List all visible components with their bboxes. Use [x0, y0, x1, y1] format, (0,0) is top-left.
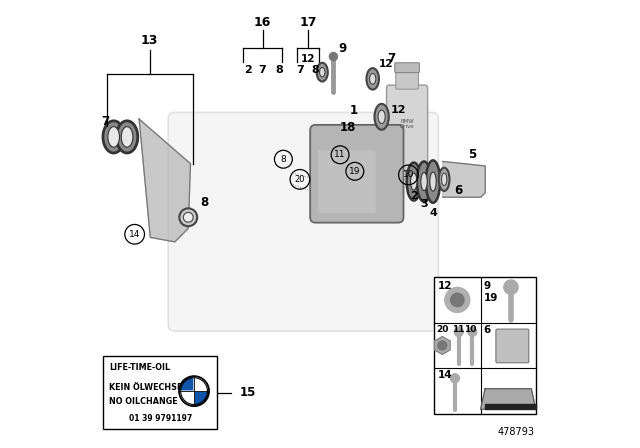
- Ellipse shape: [417, 161, 431, 202]
- FancyBboxPatch shape: [387, 85, 428, 171]
- Ellipse shape: [121, 127, 133, 147]
- Text: 5: 5: [468, 148, 476, 161]
- Text: 12: 12: [390, 105, 406, 115]
- Text: 478793: 478793: [497, 427, 534, 438]
- Text: 9: 9: [484, 281, 491, 291]
- Text: 2: 2: [410, 190, 418, 201]
- Ellipse shape: [367, 68, 379, 90]
- Ellipse shape: [430, 172, 436, 191]
- Text: 20: 20: [294, 175, 305, 184]
- Text: 10: 10: [465, 325, 477, 334]
- Text: 13: 13: [141, 34, 158, 47]
- Polygon shape: [139, 119, 191, 242]
- Ellipse shape: [317, 63, 328, 82]
- Text: 11: 11: [452, 325, 464, 334]
- FancyBboxPatch shape: [310, 125, 403, 223]
- Circle shape: [179, 376, 209, 406]
- Text: 1: 1: [349, 103, 358, 116]
- Circle shape: [504, 280, 518, 294]
- Ellipse shape: [426, 160, 440, 203]
- Text: BMW
Drive: BMW Drive: [400, 119, 415, 129]
- Polygon shape: [443, 161, 485, 197]
- Ellipse shape: [319, 68, 325, 77]
- Circle shape: [438, 341, 447, 350]
- Text: 14: 14: [129, 230, 140, 239]
- Text: 6: 6: [454, 184, 462, 197]
- Text: 14: 14: [438, 370, 452, 380]
- Ellipse shape: [378, 110, 385, 124]
- FancyBboxPatch shape: [496, 329, 529, 363]
- FancyBboxPatch shape: [395, 63, 419, 73]
- Text: 8: 8: [312, 65, 319, 75]
- Circle shape: [445, 288, 470, 312]
- Ellipse shape: [411, 173, 417, 190]
- Text: 8: 8: [275, 65, 283, 75]
- Text: LIFE-TIME-OIL: LIFE-TIME-OIL: [109, 363, 170, 372]
- Ellipse shape: [108, 127, 120, 147]
- Bar: [104, 356, 217, 430]
- Text: 7: 7: [258, 65, 266, 75]
- Circle shape: [451, 374, 460, 383]
- Text: 15: 15: [239, 386, 256, 399]
- Ellipse shape: [369, 73, 376, 84]
- Wedge shape: [194, 378, 207, 391]
- Text: 16: 16: [254, 16, 271, 29]
- Polygon shape: [435, 336, 450, 354]
- Wedge shape: [180, 378, 194, 391]
- Wedge shape: [180, 391, 194, 405]
- Polygon shape: [481, 389, 536, 409]
- Ellipse shape: [442, 173, 447, 185]
- Text: 12: 12: [438, 281, 452, 291]
- Text: 19: 19: [349, 167, 360, 176]
- Ellipse shape: [103, 121, 124, 153]
- Ellipse shape: [183, 212, 193, 222]
- Text: 17: 17: [299, 16, 317, 29]
- Text: 4: 4: [429, 208, 437, 218]
- Polygon shape: [485, 404, 536, 409]
- Ellipse shape: [179, 208, 197, 226]
- Text: 18: 18: [339, 121, 356, 134]
- Text: 10: 10: [403, 170, 414, 179]
- Text: 11: 11: [334, 150, 346, 159]
- Ellipse shape: [374, 104, 388, 130]
- Text: 7: 7: [101, 115, 109, 128]
- Text: KEIN ÖLWECHSEL: KEIN ÖLWECHSEL: [109, 383, 188, 392]
- Circle shape: [468, 327, 477, 336]
- Text: 8: 8: [280, 155, 286, 164]
- Text: 20: 20: [436, 325, 449, 334]
- Circle shape: [330, 52, 337, 60]
- Ellipse shape: [421, 172, 428, 190]
- FancyBboxPatch shape: [318, 151, 376, 213]
- Ellipse shape: [406, 163, 421, 201]
- Text: 7: 7: [387, 52, 396, 65]
- Text: 8: 8: [200, 196, 209, 209]
- Circle shape: [454, 327, 463, 336]
- Text: 12: 12: [379, 59, 394, 69]
- Circle shape: [451, 293, 464, 306]
- Bar: [434, 277, 536, 414]
- Text: NO OILCHANGE: NO OILCHANGE: [109, 397, 177, 406]
- Text: 01 39 9791197: 01 39 9791197: [129, 414, 192, 423]
- Text: 19: 19: [484, 293, 498, 303]
- Text: 9: 9: [339, 43, 347, 56]
- Ellipse shape: [116, 121, 138, 153]
- FancyBboxPatch shape: [168, 112, 438, 331]
- Text: 12: 12: [301, 54, 316, 64]
- Text: 3: 3: [420, 199, 428, 209]
- Ellipse shape: [439, 168, 449, 191]
- Text: 2: 2: [244, 65, 252, 75]
- FancyBboxPatch shape: [396, 70, 419, 89]
- Wedge shape: [194, 391, 207, 405]
- Text: 7: 7: [296, 65, 304, 75]
- Text: 6: 6: [484, 325, 491, 335]
